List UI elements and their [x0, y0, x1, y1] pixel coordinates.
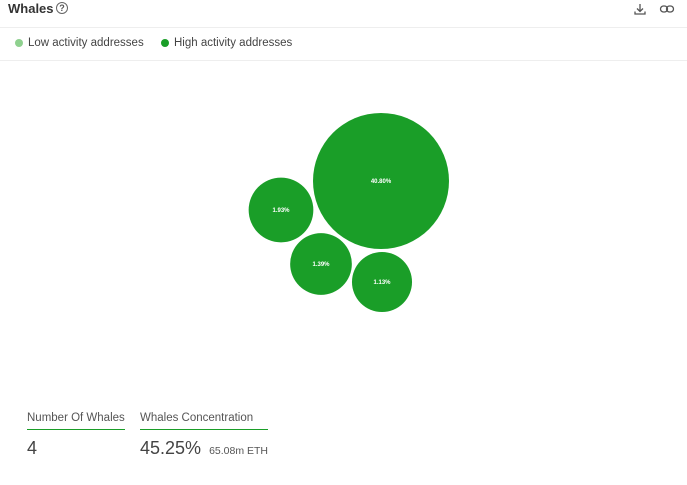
- legend-label-high: High activity addresses: [174, 37, 293, 49]
- concentration-eth-amount: 65.08m ETH: [209, 445, 269, 457]
- legend-item-low-activity[interactable]: Low activity addresses: [15, 37, 144, 49]
- legend-swatch-low: [15, 39, 23, 47]
- bubble-2[interactable]: [248, 177, 314, 243]
- stat-value-number-of-whales: 4: [27, 438, 38, 458]
- download-icon[interactable]: [633, 2, 647, 16]
- stat-label-whales-concentration: Whales Concentration: [140, 412, 269, 430]
- stat-value-whales-concentration: 45.25% 65.08m ETH: [140, 438, 268, 459]
- link-icon[interactable]: [659, 2, 675, 16]
- legend: Low activity addresses High activity add…: [0, 28, 687, 61]
- bubble-chart: 40.80% 1.93% 1.39% 1.13%: [248, 113, 449, 313]
- bubble-3[interactable]: [290, 233, 352, 295]
- stat-whales-concentration: Whales Concentration 45.25% 65.08m ETH: [140, 412, 269, 459]
- legend-swatch-high: [161, 39, 169, 47]
- stat-number-of-whales: Number Of Whales 4: [27, 412, 125, 459]
- bubble-label-3: 1.39%: [312, 262, 330, 268]
- legend-label-low: Low activity addresses: [28, 37, 144, 49]
- concentration-percent: 45.25%: [140, 438, 202, 458]
- card-title: Whales: [8, 1, 54, 16]
- bubble-4[interactable]: [351, 251, 413, 313]
- card-header: Whales ?: [0, 0, 687, 28]
- legend-item-high-activity[interactable]: High activity addresses: [161, 37, 292, 49]
- bubble-label-4: 1.13%: [373, 280, 391, 286]
- bubble-label-2: 1.93%: [272, 208, 290, 214]
- bubble-label-1: 40.80%: [371, 179, 392, 185]
- stat-label-number-of-whales: Number Of Whales: [27, 412, 125, 430]
- bubble-1[interactable]: [313, 113, 449, 249]
- question-circle-icon[interactable]: ?: [56, 2, 68, 14]
